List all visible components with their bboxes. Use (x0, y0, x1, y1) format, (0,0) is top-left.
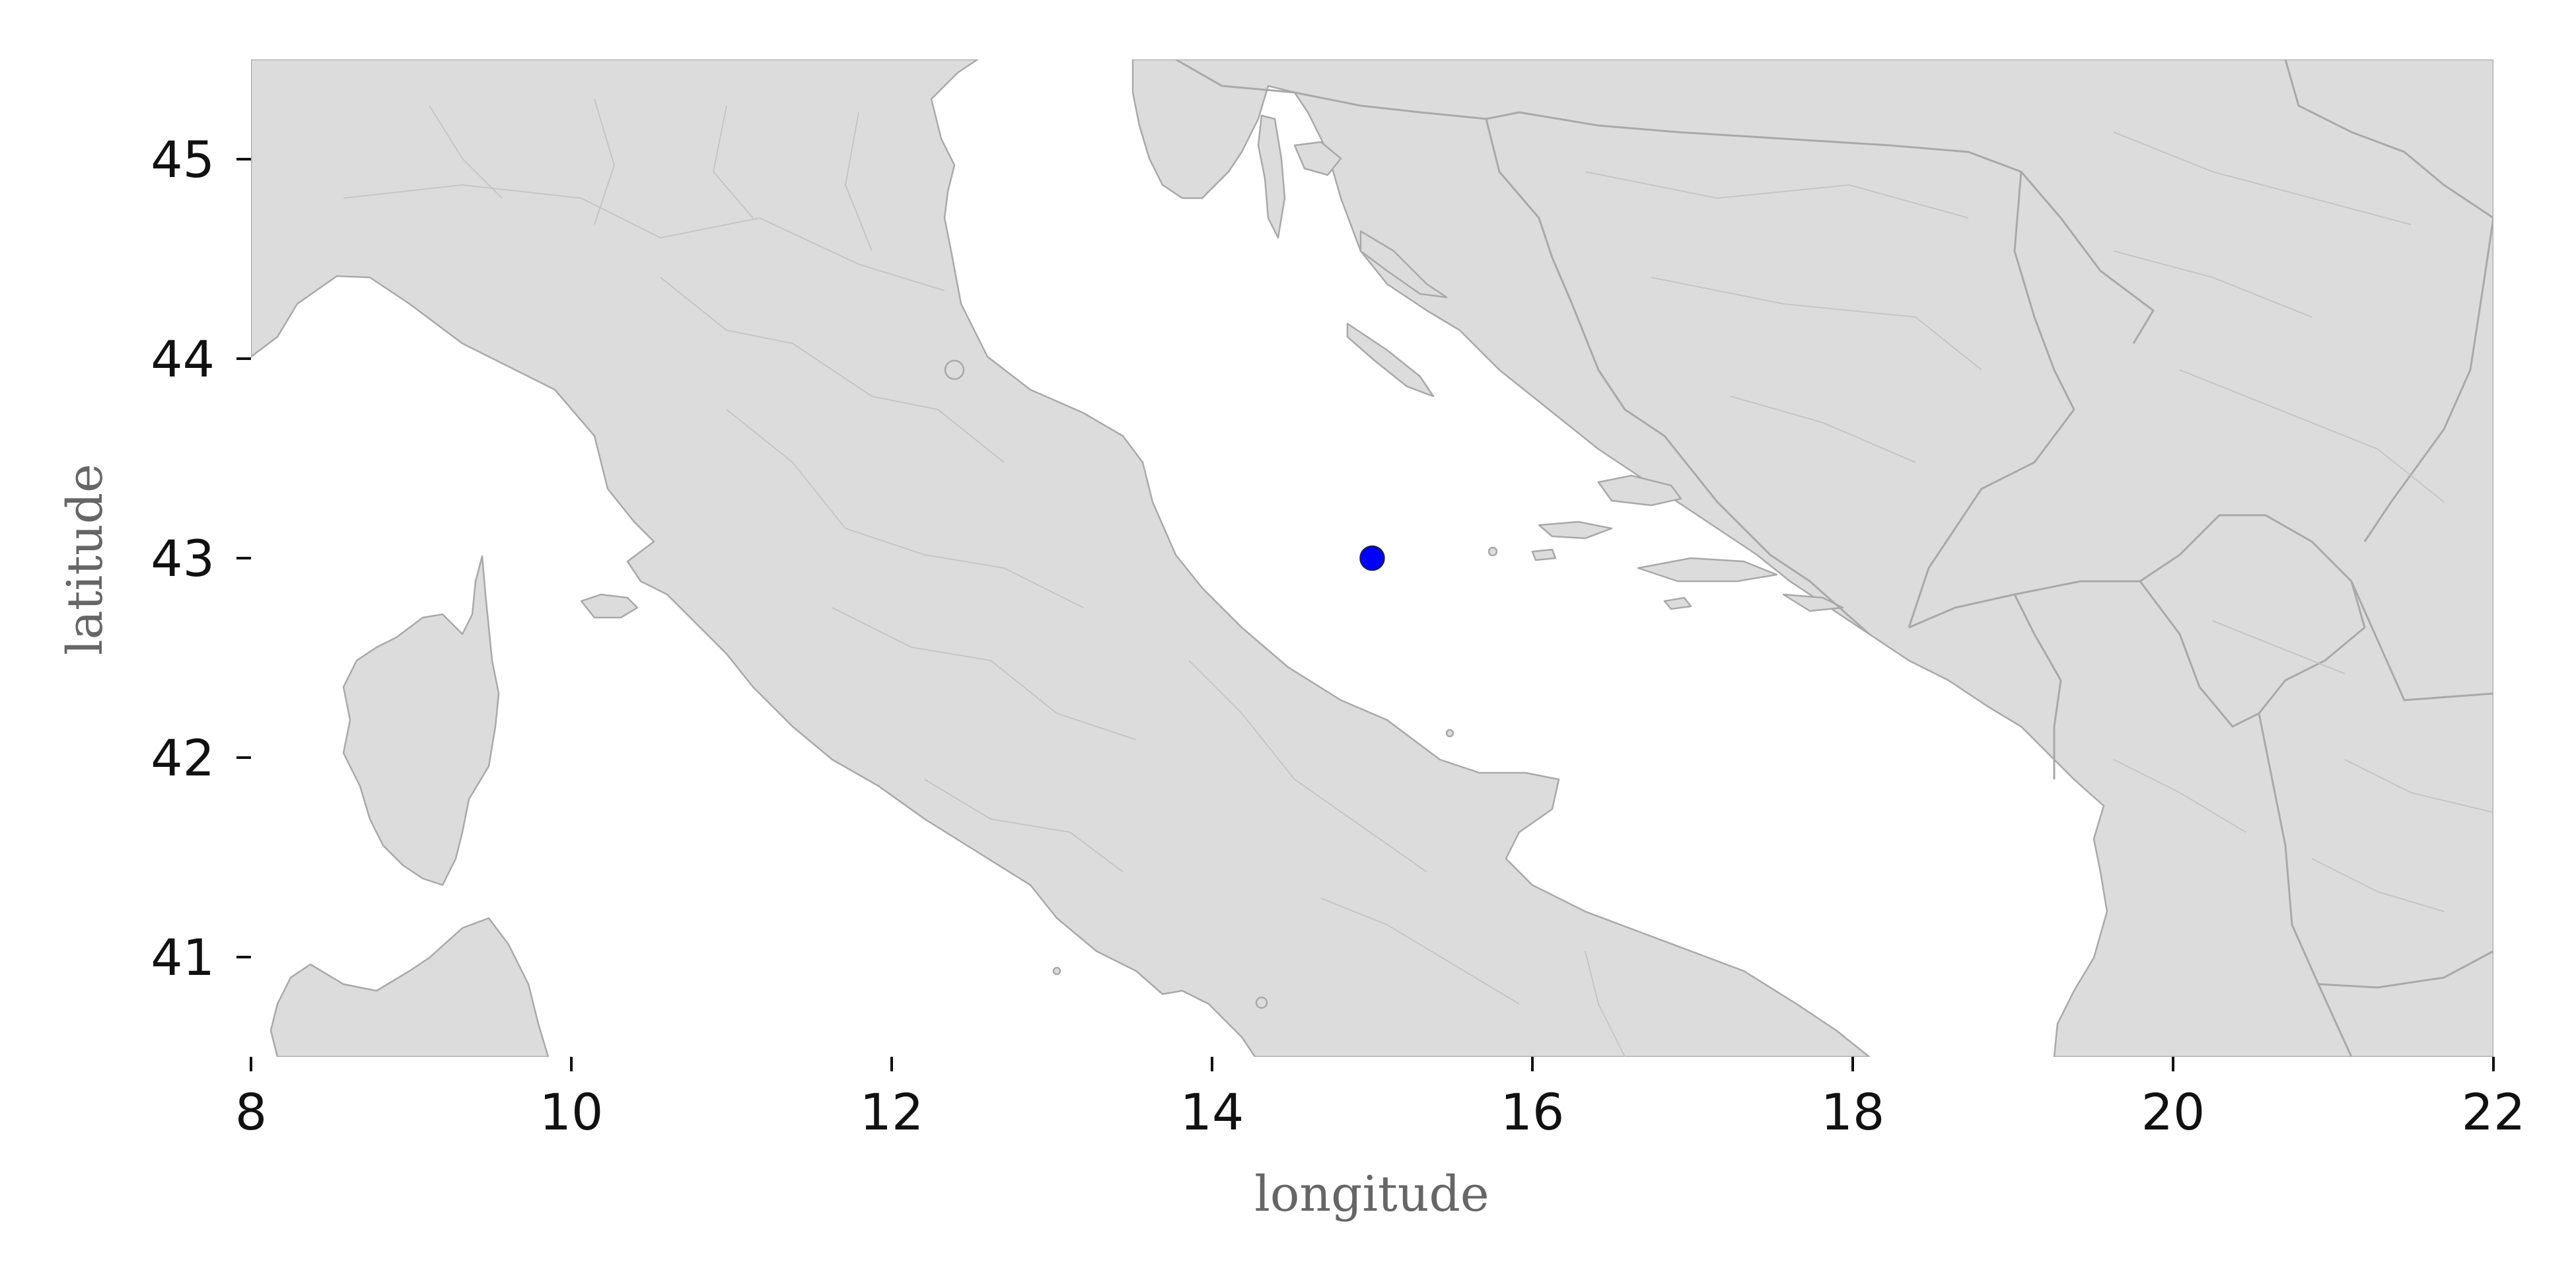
x-axis: 8 10 12 14 16 18 20 22 (235, 1057, 2526, 1141)
regions-italy-north (343, 98, 945, 291)
island-dugi (1346, 322, 1435, 398)
island-vis (1531, 548, 1557, 561)
y-tick-label: 44 (151, 330, 215, 388)
points-layer (1359, 545, 1385, 571)
basemap (251, 59, 2493, 1057)
island-cres (1257, 114, 1286, 239)
balkans-landmass (1131, 59, 2493, 1057)
island-mljet (1782, 593, 1844, 612)
italy-landmass (251, 59, 1871, 1057)
x-tick-label: 12 (860, 1083, 924, 1141)
x-tick-label: 18 (1821, 1083, 1885, 1141)
island-hvar (1538, 520, 1613, 540)
islet-capri (1255, 996, 1268, 1009)
border-serbia-bulgaria (2363, 217, 2493, 542)
y-tick-label: 41 (151, 928, 215, 987)
border-serbia-romania (2284, 59, 2493, 219)
island-krk (1293, 141, 1342, 176)
plot-area (251, 59, 2493, 1057)
y-tick-label: 42 (151, 729, 215, 787)
y-tick-label: 43 (151, 529, 215, 588)
islet-ponza (1052, 966, 1061, 976)
regions-italy-south (1188, 660, 1626, 1057)
x-axis-label: longitude (1254, 1166, 1489, 1223)
border-bosnia-north (1519, 111, 2155, 344)
islet-1 (1487, 546, 1498, 557)
island-lastovo (1663, 596, 1692, 610)
y-axis: 41 42 43 44 45 (151, 130, 251, 987)
border-serbia-bosnia (1908, 171, 2075, 628)
x-tick-label: 14 (1180, 1083, 1244, 1141)
border-macedonia-greece (2318, 950, 2493, 989)
x-tick-label: 16 (1501, 1083, 1565, 1141)
border-montenegro-albania (2013, 594, 2062, 779)
data-point[interactable] (1359, 545, 1385, 571)
regions-balkans (1585, 131, 2493, 912)
island-korcula (1637, 557, 1778, 583)
border-montenegro (1908, 554, 2180, 629)
corsica-island (342, 555, 500, 886)
x-tick-label: 10 (540, 1083, 604, 1141)
border-albania-macedonia (2139, 581, 2353, 1057)
elba-island (580, 593, 639, 619)
lake-trasimeno (944, 359, 965, 380)
regions-italy-central (660, 277, 1137, 873)
x-tick-label: 20 (2141, 1083, 2205, 1141)
island-pag (1359, 230, 1448, 299)
x-tick-label: 22 (2462, 1083, 2526, 1141)
border-croatia-bosnia (1485, 118, 1870, 635)
y-axis-label: latitude (57, 464, 114, 655)
x-tick-label: 8 (235, 1083, 267, 1141)
islet-2 (1445, 729, 1454, 738)
border-macedonia-bulgaria (2350, 581, 2493, 701)
y-tick-label: 45 (151, 130, 215, 189)
island-brac (1597, 474, 1682, 507)
sardinia-island (269, 917, 550, 1057)
